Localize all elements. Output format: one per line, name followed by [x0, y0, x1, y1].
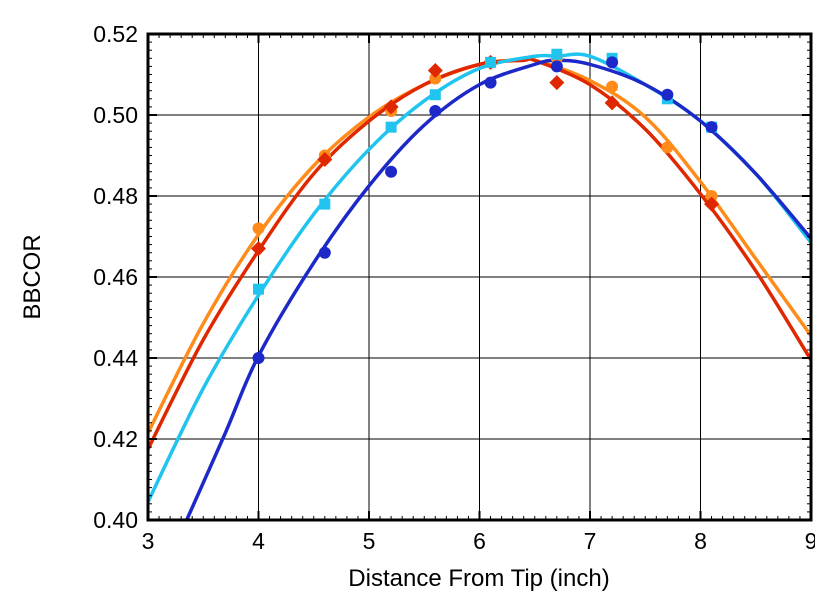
data-point [550, 60, 563, 73]
data-point [385, 121, 397, 133]
data-point [383, 99, 399, 115]
data-point [429, 104, 442, 117]
tick-labels: 3 4 5 6 7 8 9 0.40 0.42 0.44 0.46 0.48 0.50 0.52 [93, 21, 815, 554]
data-point [429, 89, 441, 101]
data-point [661, 88, 674, 101]
data-point [606, 56, 619, 69]
data-point [705, 121, 718, 134]
y-tick-label: 0.40 [93, 507, 138, 533]
x-tick-label: 4 [252, 528, 265, 554]
data-point [705, 190, 718, 202]
y-tick-label: 0.48 [93, 183, 138, 209]
y-tick-label: 0.46 [93, 264, 138, 290]
data-point [549, 75, 565, 91]
data-point [385, 165, 398, 178]
data-point [484, 76, 497, 89]
y-tick-label: 0.44 [93, 345, 138, 371]
data-point [606, 80, 619, 93]
data-points [251, 48, 720, 364]
x-tick-label: 5 [363, 528, 376, 554]
y-tick-label: 0.52 [93, 21, 138, 47]
data-point [604, 95, 620, 111]
y-tick-label: 0.42 [93, 426, 138, 452]
x-tick-label: 7 [584, 528, 597, 554]
y-axis-label: BBCOR [19, 234, 46, 319]
y-tick-label: 0.50 [93, 102, 138, 128]
x-axis-label: Distance From Tip (inch) [348, 565, 609, 592]
x-tick-label: 3 [142, 528, 155, 554]
x-tick-label: 6 [473, 528, 486, 554]
data-point [252, 352, 265, 364]
data-point [317, 152, 333, 168]
data-point [319, 198, 331, 210]
data-point [253, 283, 264, 295]
plot-frame [146, 32, 813, 522]
grid [148, 34, 811, 520]
data-point [318, 246, 331, 259]
data-point [704, 196, 720, 212]
data-point [429, 72, 442, 85]
data-point [551, 48, 563, 60]
data-point [252, 222, 265, 235]
data-point [661, 141, 674, 154]
data-point [427, 62, 443, 78]
data-point [485, 56, 497, 68]
x-tick-label: 9 [805, 528, 815, 554]
data-point [251, 241, 266, 257]
x-tick-label: 8 [694, 528, 707, 554]
